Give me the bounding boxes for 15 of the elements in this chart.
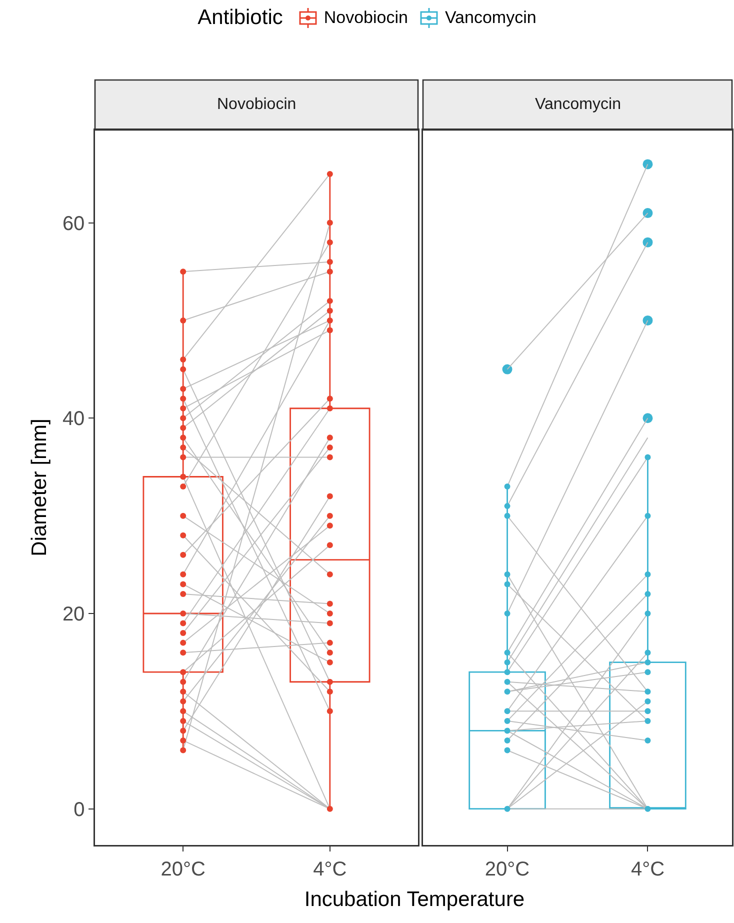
y-axis-title: Diameter [mm] <box>28 418 51 556</box>
legend-title: Antibiotic <box>198 6 283 30</box>
chart-title: Novobiocin <box>217 96 296 113</box>
x-tick-label: 20°C <box>484 858 530 880</box>
legend-label: Novobiocin <box>324 8 408 28</box>
y-tick-label: 20 <box>62 604 85 626</box>
x-tick-label: 4°C <box>313 858 347 880</box>
y-tick-label: 40 <box>62 408 85 430</box>
x-tick-label: 4°C <box>630 858 665 880</box>
y-tick-label: 0 <box>74 798 85 821</box>
legend-label: Vancomycin <box>444 8 536 28</box>
x-axis-title: Incubation Temperature <box>303 888 526 912</box>
chart-title: Vancomycin <box>535 96 621 113</box>
x-tick-label: 20°C <box>160 858 206 880</box>
y-tick-label: 60 <box>62 212 85 235</box>
